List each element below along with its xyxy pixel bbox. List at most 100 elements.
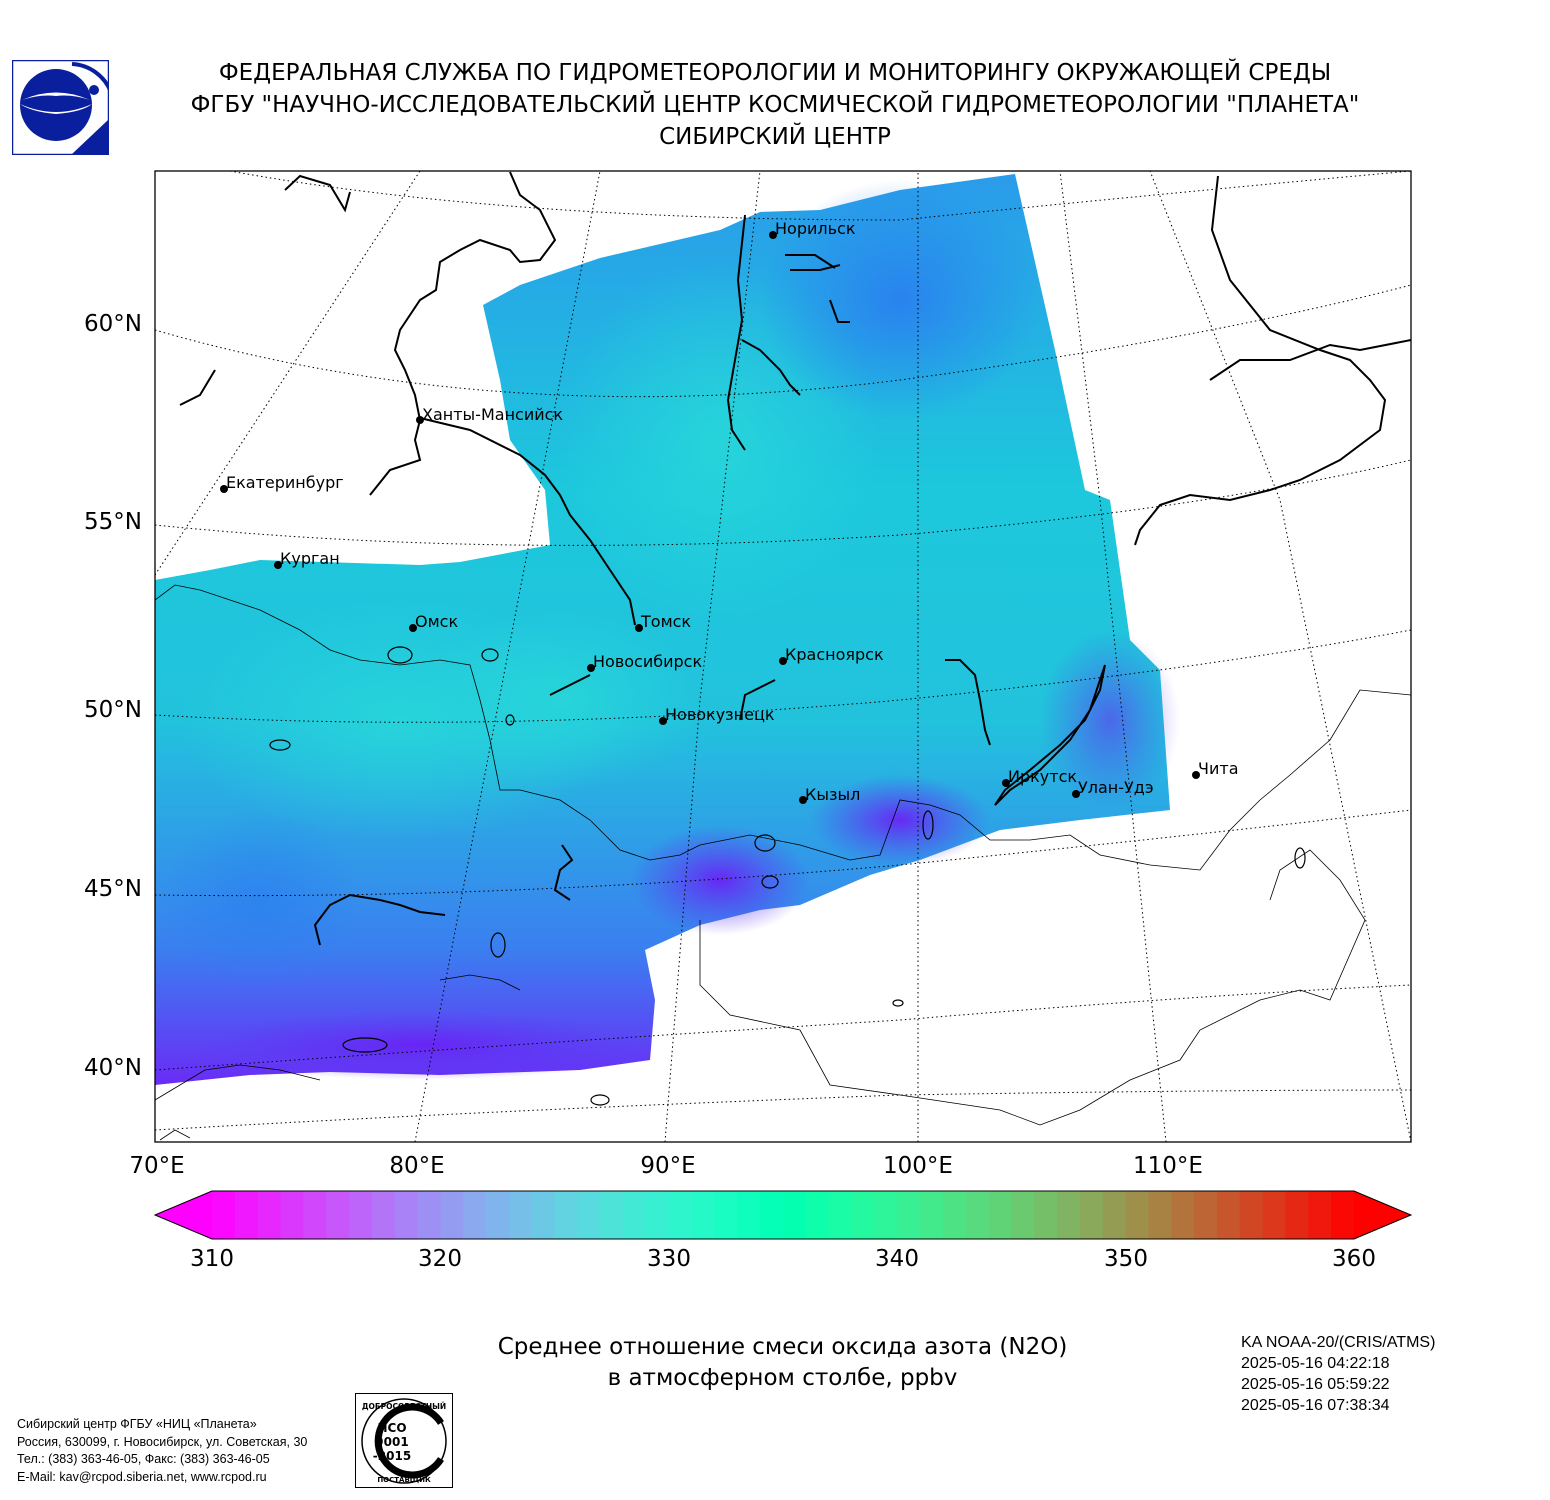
satellite-info: KA NOAA-20/(CRIS/ATMS) 2025-05-16 04:22:… xyxy=(1241,1332,1435,1416)
colorbar-cell xyxy=(326,1191,350,1239)
colorbar xyxy=(153,1190,1413,1240)
colorbar-cell xyxy=(1057,1191,1081,1239)
graticule-lon xyxy=(155,171,1411,1142)
colorbar-cell xyxy=(1239,1191,1264,1239)
rivers xyxy=(179,171,1411,946)
colorbar-cell xyxy=(1171,1191,1195,1239)
colorbar-cell xyxy=(508,1191,533,1239)
colorbar-cell xyxy=(486,1191,510,1239)
city-kyzyl: Кызыл xyxy=(799,785,860,804)
contacts-email: E-Mail: kav@rcpod.siberia.net, www.rcpod… xyxy=(17,1469,267,1484)
colorbar-cell xyxy=(1308,1191,1332,1239)
planeta-logo xyxy=(12,60,109,155)
colorbar-cell xyxy=(760,1191,784,1239)
colorbar-cell xyxy=(668,1191,693,1239)
colorbar-cell xyxy=(440,1191,464,1239)
colorbar-cell xyxy=(1285,1191,1309,1239)
map-title-line1: Среднее отношение смеси оксида азота (N2… xyxy=(497,1334,1068,1360)
lat-label-50: 50°N xyxy=(84,697,142,723)
colorbar-cell xyxy=(897,1191,921,1239)
colorbar-cell xyxy=(965,1191,990,1239)
city-label: Омск xyxy=(415,612,458,631)
city-norilsk: Норильск xyxy=(769,219,856,239)
colorbar-cell xyxy=(737,1191,761,1239)
pass-time: 2025-05-16 05:59:22 xyxy=(1241,1376,1390,1393)
colorbar-cell xyxy=(280,1191,304,1239)
city-label: Екатеринбург xyxy=(226,473,344,492)
city-label: Кызыл xyxy=(805,785,860,804)
iso-top-text: ДОБРОСОВЕСТНЫЙ xyxy=(362,1402,446,1411)
colorbar-cell xyxy=(988,1191,1012,1239)
colorbar-cell xyxy=(828,1191,853,1239)
city-novokuznetsk: Новокузнецк xyxy=(659,705,775,725)
colorbar-cell xyxy=(942,1191,967,1239)
colorbar-cell xyxy=(234,1191,259,1239)
pass-time: 2025-05-16 04:22:18 xyxy=(1241,1355,1390,1372)
colorbar-cell xyxy=(212,1191,236,1239)
map-frame xyxy=(154,170,1412,1143)
lat-label-55: 55°N xyxy=(84,509,142,535)
map-title-line2: в атмосферном столбе, ppbv xyxy=(607,1365,958,1391)
colorbar-cell xyxy=(371,1191,396,1239)
colorbar-cell xyxy=(463,1191,487,1239)
colorbar-cell xyxy=(303,1191,327,1239)
map-content: Норильск Ханты-Мансийск Екатеринбург Кур… xyxy=(155,171,1411,1142)
lat-label-40: 40°N xyxy=(84,1055,142,1081)
colorbar-tick: 360 xyxy=(1332,1246,1376,1272)
graticule-lat xyxy=(155,171,1411,1131)
contacts-address: Россия, 630099, г. Новосибирск, ул. Сове… xyxy=(17,1434,308,1449)
lon-label-90: 90°E xyxy=(640,1153,696,1179)
city-label: Иркутск xyxy=(1008,767,1077,786)
city-yekaterinburg: Екатеринбург xyxy=(220,473,344,493)
city-irkutsk: Иркутск xyxy=(1002,767,1077,787)
colorbar-cell xyxy=(1148,1191,1172,1239)
city-label: Курган xyxy=(280,549,340,568)
lon-label-80: 80°E xyxy=(389,1153,445,1179)
colorbar-tick: 320 xyxy=(418,1246,462,1272)
header-title: ФЕДЕРАЛЬНАЯ СЛУЖБА ПО ГИДРОМЕТЕОРОЛОГИИ … xyxy=(0,57,1550,153)
colorbar-outline xyxy=(153,1190,1413,1240)
city-novosibirsk: Новосибирск xyxy=(587,652,702,672)
colorbar-cell xyxy=(1102,1191,1127,1239)
colorbar-cell xyxy=(1331,1191,1355,1239)
colorbar-tick: 310 xyxy=(190,1246,234,1272)
colorbar-cell xyxy=(1194,1191,1218,1239)
colorbar-cell xyxy=(714,1191,738,1239)
colorbar-cells xyxy=(155,1191,1411,1239)
colorbar-cell xyxy=(645,1191,670,1239)
city-label: Ханты-Мансийск xyxy=(422,405,563,424)
colorbar-cell xyxy=(851,1191,875,1239)
colorbar-cell xyxy=(691,1191,716,1239)
contacts-phone: Тел.: (383) 363-46-05, Факс: (383) 363-4… xyxy=(17,1452,270,1466)
contacts-block: Сибирский центр ФГБУ «НИЦ «Планета» Росс… xyxy=(17,1416,307,1486)
iso-code: ИСО xyxy=(377,1421,406,1435)
colorbar-extend-max xyxy=(1354,1191,1411,1239)
lon-label-100: 100°E xyxy=(883,1153,953,1179)
colorbar-cell xyxy=(805,1191,830,1239)
colorbar-cell xyxy=(783,1191,807,1239)
cities: Норильск Ханты-Мансийск Екатеринбург Кур… xyxy=(220,219,1239,804)
colorbar-cell xyxy=(394,1191,419,1239)
colorbar-cell xyxy=(531,1191,556,1239)
contacts-org: Сибирский центр ФГБУ «НИЦ «Планета» xyxy=(17,1417,257,1431)
colorbar-cell xyxy=(623,1191,647,1239)
city-label: Новосибирск xyxy=(593,652,702,671)
city-khanty-mansiysk: Ханты-Мансийск xyxy=(416,405,563,424)
iso-code: -2015 xyxy=(373,1449,411,1463)
colorbar-cell xyxy=(1262,1191,1287,1239)
city-label: Улан-Удэ xyxy=(1078,778,1154,797)
colorbar-cell xyxy=(417,1191,441,1239)
colorbar-cell xyxy=(920,1191,944,1239)
header-center: СИБИРСКИЙ ЦЕНТР xyxy=(659,124,891,150)
colorbar-cell xyxy=(1216,1191,1241,1239)
colorbar-cell xyxy=(577,1191,601,1239)
colorbar-tick: 340 xyxy=(875,1246,919,1272)
city-label: Красноярск xyxy=(785,645,884,664)
lat-label-45: 45°N xyxy=(84,876,142,902)
colorbar-tick: 350 xyxy=(1104,1246,1148,1272)
lakes xyxy=(269,646,1306,1106)
iso-bottom-text: ПОСТАВЩИК xyxy=(377,1476,431,1484)
city-omsk: Омск xyxy=(409,612,458,632)
colorbar-extend-min xyxy=(155,1191,212,1239)
